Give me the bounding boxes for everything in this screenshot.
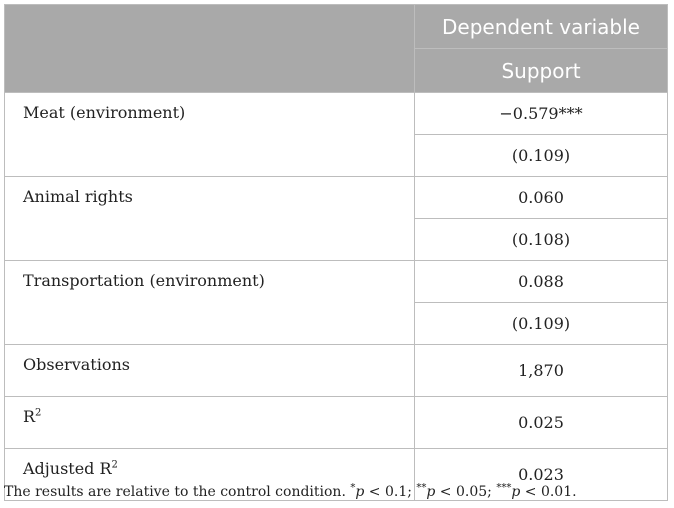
stat-value: 0.025	[414, 396, 668, 449]
stat-label: Adjusted R2	[4, 448, 415, 501]
sig-threshold-1: < 0.1;	[364, 484, 417, 500]
stat-value: 0.023	[414, 448, 668, 501]
header-row-1: Dependent variable	[4, 4, 668, 93]
sig-stars-1: *	[350, 482, 356, 494]
row-label: Transportation (environment)	[4, 260, 415, 345]
stat-label-text: R	[23, 407, 36, 426]
stat-value: 1,870	[414, 344, 668, 397]
sig-threshold-2: < 0.05;	[435, 484, 497, 500]
table-row: Animal rights 0.060	[4, 176, 668, 261]
superscript: 2	[35, 407, 42, 419]
table-row: Observations 1,870	[4, 344, 668, 397]
row-label: Meat (environment)	[4, 92, 415, 177]
coef-cell: −0.579***	[414, 92, 668, 135]
row-label: Animal rights	[4, 176, 415, 261]
header-row-2: Support	[5, 48, 668, 93]
p-symbol: p	[511, 484, 521, 500]
table-row: (0.108)	[5, 218, 668, 261]
sig-threshold-3: < 0.01.	[520, 484, 577, 500]
stat-label-text: Observations	[23, 355, 130, 374]
header-outcome: Support	[414, 48, 668, 93]
se-cell: (0.109)	[414, 302, 668, 345]
table-row: R2 0.025	[4, 396, 668, 449]
se-cell: (0.108)	[414, 218, 668, 261]
sig-stars-3: ***	[496, 482, 512, 494]
table-footnote: The results are relative to the control …	[4, 482, 577, 500]
table-row: Adjusted R2 0.023	[4, 448, 668, 501]
sig-stars-2: **	[416, 482, 427, 494]
stat-label: Observations	[4, 344, 415, 397]
coef-cell: 0.060	[414, 176, 668, 219]
coef-cell: 0.088	[414, 260, 668, 303]
stat-label: R2	[4, 396, 415, 449]
table-row: Transportation (environment) 0.088	[4, 260, 668, 345]
p-symbol: p	[426, 484, 436, 500]
se-cell: (0.109)	[414, 134, 668, 177]
table-row: Meat (environment) −0.579***	[4, 92, 668, 177]
regression-table: Dependent variable Support Meat (environ…	[4, 4, 668, 501]
table-row: (0.109)	[5, 302, 668, 345]
superscript: 2	[111, 459, 118, 471]
p-symbol: p	[355, 484, 365, 500]
header-dependent-variable: Dependent variable	[414, 4, 668, 49]
header-blank-cell	[4, 4, 415, 93]
stat-label-text: Adjusted R	[23, 459, 112, 478]
footnote-text: The results are relative to the control …	[4, 484, 346, 500]
